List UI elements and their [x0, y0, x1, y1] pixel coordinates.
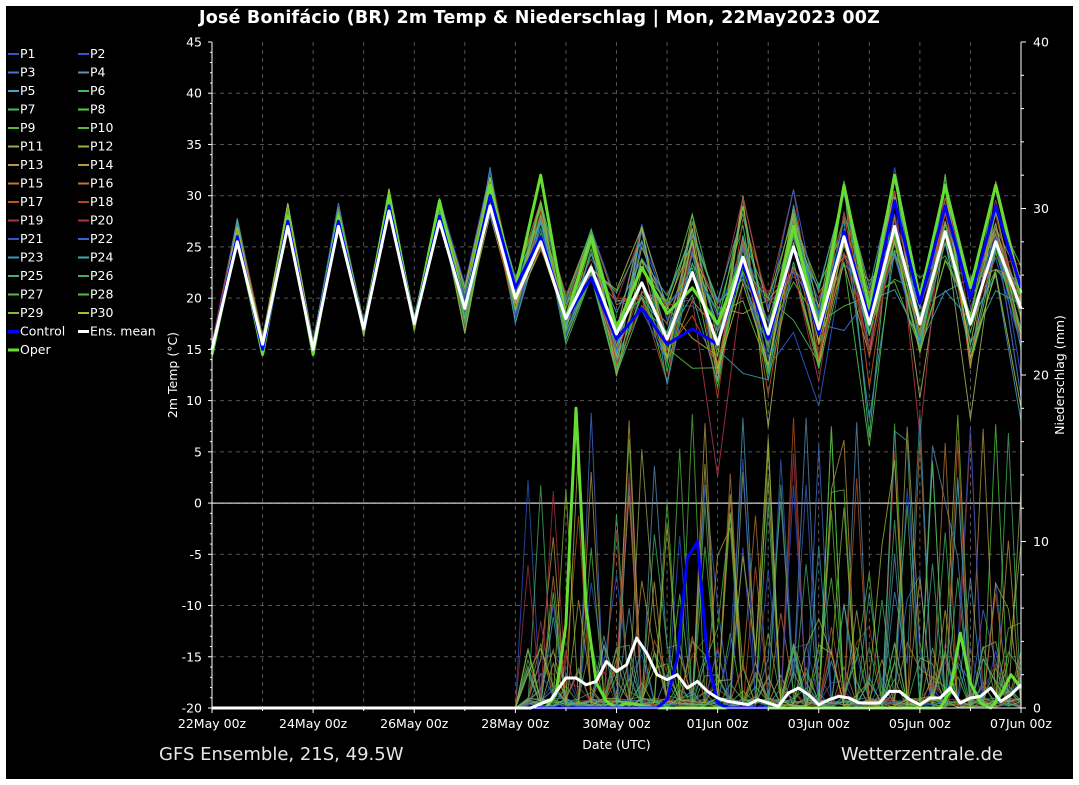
x-tick-label: 03Jun 00z [788, 716, 850, 731]
legend-entry: P17 [20, 194, 43, 209]
x-axis-title: Date (UTC) [582, 737, 650, 752]
y-tick-label-right: 10 [1033, 534, 1049, 549]
y-tick-label-left: 45 [186, 35, 202, 50]
x-tick-label: 30May 00z [582, 716, 651, 731]
legend-entry: Control [20, 324, 65, 339]
legend-entry: P10 [90, 120, 113, 135]
y-axis-title-right: Niederschlag (mm) [1052, 315, 1067, 435]
legend-entry: P5 [20, 83, 36, 98]
x-tick-label: 01Jun 00z [687, 716, 749, 731]
legend-entry: P18 [90, 194, 113, 209]
legend-entry: P14 [90, 157, 113, 172]
legend-entry: P9 [20, 120, 36, 135]
legend: P1 P2 P3 P4 P5 P6 P7 P8 P9 P10 P11 P12 P13 P14 P15 P16 P… [8, 46, 156, 357]
legend-entry: Ens. mean [90, 324, 156, 339]
legend-entry: P8 [90, 102, 106, 117]
legend-entry: P12 [90, 139, 113, 154]
y-tick-label-left: -10 [182, 598, 202, 613]
x-tick-label: 26May 00z [380, 716, 449, 731]
legend-entry: P23 [20, 250, 43, 265]
y-tick-label-left: 10 [186, 393, 202, 408]
y-tick-label-left: 35 [186, 137, 202, 152]
y-tick-label-left: 40 [186, 86, 202, 101]
legend-entry: P24 [90, 250, 113, 265]
x-tick-label: 24May 00z [279, 716, 348, 731]
x-tick-label: 22May 00z [178, 716, 247, 731]
precipitation-layer [212, 412, 1022, 709]
y-axis-title-left: 2m Temp (°C) [165, 332, 180, 418]
y-tick-label-left: 5 [194, 444, 202, 459]
model-info: GFS Ensemble, 21S, 49.5W [159, 744, 404, 765]
legend-entry: P3 [20, 65, 36, 80]
legend-entry: P15 [20, 176, 43, 191]
legend-entry: P26 [90, 268, 113, 283]
x-tick-label: 05Jun 00z [889, 716, 951, 731]
legend-entry: P2 [90, 46, 106, 61]
legend-entry: P4 [90, 65, 106, 80]
y-tick-label-right: 30 [1033, 201, 1049, 216]
legend-entry: P13 [20, 157, 43, 172]
y-tick-label-left: -15 [182, 649, 202, 664]
y-tick-label-right: 40 [1033, 35, 1049, 50]
legend-entry: P6 [90, 83, 106, 98]
y-tick-label-right: 0 [1033, 701, 1041, 716]
series-ens-mean-right [212, 636, 1023, 710]
source-credit: Wetterzentrale.de [840, 744, 1003, 765]
y-tick-label-left: -5 [190, 547, 202, 562]
y-tick-label-right: 20 [1033, 368, 1049, 383]
legend-entry: P29 [20, 305, 43, 320]
y-tick-label-left: 20 [186, 291, 202, 306]
x-tick-label: 28May 00z [481, 716, 550, 731]
legend-entry: P16 [90, 176, 113, 191]
legend-entry: P25 [20, 268, 43, 283]
legend-entry: P7 [20, 102, 36, 117]
legend-entry: P20 [90, 213, 113, 228]
legend-entry: P21 [20, 231, 43, 246]
y-tick-label-left: 30 [186, 188, 202, 203]
legend-entry: P27 [20, 287, 43, 302]
y-tick-label-left: 25 [186, 239, 202, 254]
legend-entry: P30 [90, 305, 113, 320]
legend-entry: Oper [20, 342, 51, 357]
y-tick-label-left: -20 [182, 701, 202, 716]
legend-entry: P19 [20, 213, 43, 228]
y-tick-label-left: 15 [186, 342, 202, 357]
legend-entry: P11 [20, 139, 43, 154]
legend-entry: P22 [90, 231, 113, 246]
chart-title: José Bonifácio (BR) 2m Temp & Niederschl… [199, 8, 880, 28]
y-tick-label-left: 0 [194, 496, 202, 511]
legend-entry: P1 [20, 46, 36, 61]
axes-layer: -20 -15 -10 -5 0 5 10 15 20 25 30 35 40 45 0 10 20 30 40 22… [165, 35, 1067, 753]
x-tick-label: 07Jun 00z [990, 716, 1052, 731]
series-ens-mean-left [210, 204, 1023, 351]
legend-entry: P28 [90, 287, 113, 302]
